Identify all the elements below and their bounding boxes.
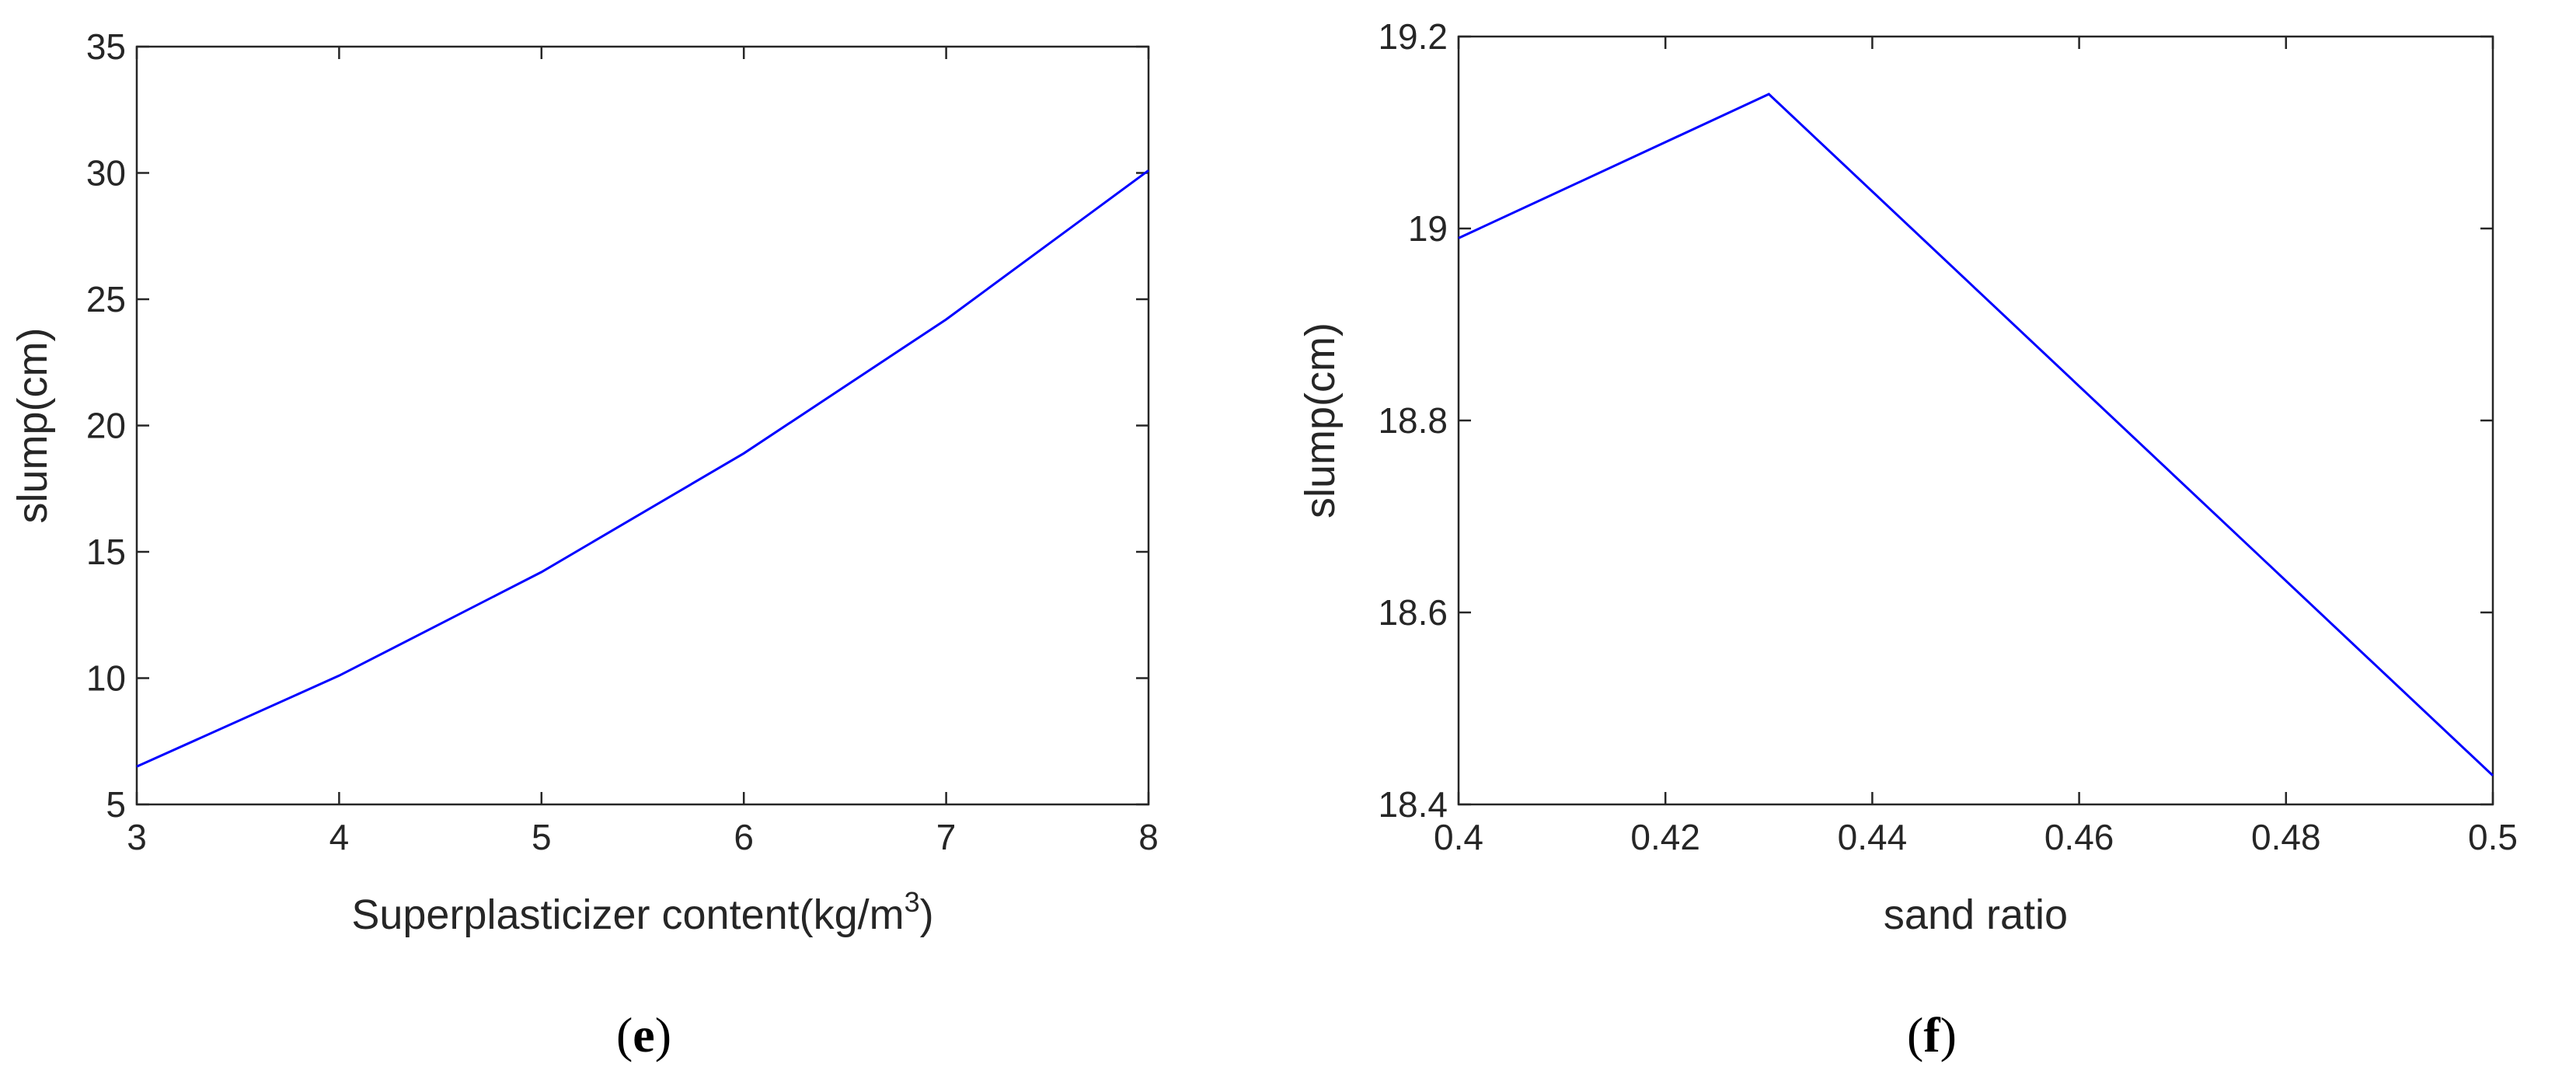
panel-caption-f: (f)	[1907, 1007, 1957, 1062]
x-ticks: 0.4 0.42 0.44 0.46 0.48 0.5	[1434, 37, 2518, 857]
y-ticks: 18.4 18.6 18.8 19 19.2	[1378, 16, 2493, 825]
x-tick-label: 3	[127, 817, 147, 857]
chart-panel-e: 3 4 5 6 7 8 5 10 15 20 25 30 35 Superplasticizer co…	[9, 26, 1159, 1062]
y-tick-label: 18.8	[1378, 400, 1448, 441]
chart-e-svg: 3 4 5 6 7 8 5 10 15 20 25 30 35 Superplasticizer co…	[9, 26, 1159, 938]
panel-caption-e: (e)	[615, 1007, 672, 1062]
y-tick-label: 35	[86, 26, 126, 67]
x-tick-label: 6	[734, 817, 754, 857]
axes-frame	[1457, 35, 2494, 806]
x-tick-label: 0.48	[2251, 817, 2321, 857]
series-line	[136, 169, 1149, 768]
x-tick-label: 0.42	[1630, 817, 1700, 857]
x-tick-label: 0.44	[1838, 817, 1908, 857]
y-ticks: 5 10 15 20 25 30 35	[86, 26, 1149, 825]
y-tick-label: 18.4	[1378, 784, 1448, 825]
axes-frame	[135, 45, 1150, 806]
y-tick-label: 5	[106, 784, 126, 825]
x-axis-label-superscript: 3	[905, 886, 920, 918]
y-tick-label: 19	[1408, 208, 1448, 249]
x-tick-label: 0.4	[1434, 817, 1483, 857]
panel-label-e: e	[633, 1007, 655, 1062]
x-tick-label: 7	[936, 817, 957, 857]
x-tick-label: 8	[1138, 817, 1159, 857]
x-axis-label: sand ratio	[1884, 891, 2068, 938]
y-tick-label: 20	[86, 406, 126, 446]
y-axis-label: slump(cm)	[9, 328, 56, 524]
y-tick-label: 10	[86, 658, 126, 699]
x-ticks: 3 4 5 6 7 8	[127, 47, 1159, 857]
chart-panel-f: 0.4 0.42 0.44 0.46 0.48 0.5 18.4 18.6 18.8 19 19.…	[1288, 0, 2576, 1092]
y-tick-label: 18.6	[1378, 592, 1448, 633]
x-tick-label: 4	[329, 817, 350, 857]
x-tick-label: 0.46	[2044, 817, 2114, 857]
chart-f-svg: 0.4 0.42 0.44 0.46 0.48 0.5 18.4 18.6 18.8 19 19.…	[1297, 16, 2518, 938]
panel-label-f: f	[1923, 1007, 1940, 1062]
x-axis-label: Superplasticizer content(kg/m3)	[351, 886, 933, 938]
x-tick-label: 0.5	[2468, 817, 2518, 857]
y-tick-label: 19.2	[1378, 16, 1448, 57]
series-line	[1458, 92, 2494, 776]
x-tick-label: 5	[532, 817, 552, 857]
x-axis-label-suffix: )	[920, 891, 934, 938]
y-axis-label: slump(cm)	[1297, 323, 1344, 518]
y-tick-label: 30	[86, 153, 126, 194]
x-axis-label-main: Superplasticizer content(kg/m	[351, 891, 904, 938]
y-tick-label: 15	[86, 532, 126, 572]
y-tick-label: 25	[86, 279, 126, 319]
